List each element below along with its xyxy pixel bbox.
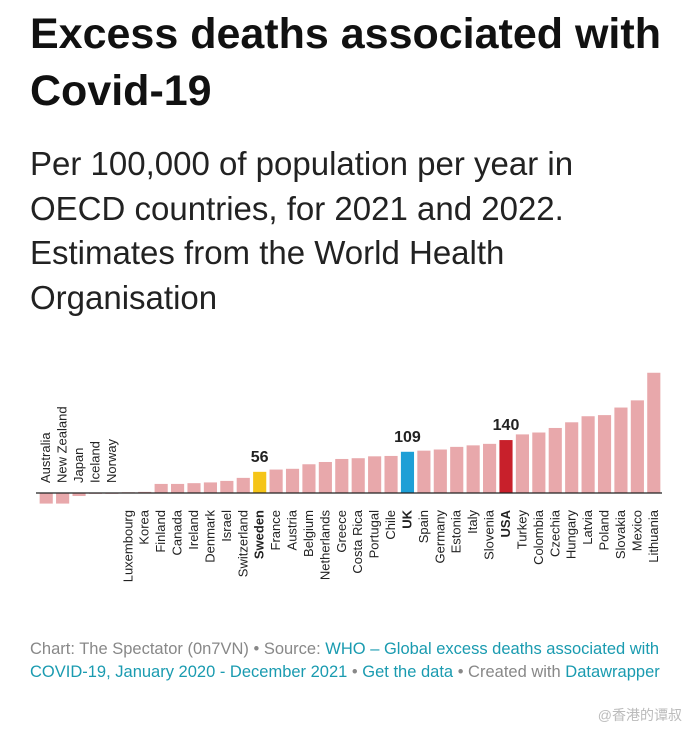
bar — [400, 451, 415, 493]
bar — [647, 372, 661, 493]
bar — [203, 482, 217, 493]
data-label: 56 — [251, 449, 269, 466]
bar — [269, 469, 283, 493]
x-tick-label: Netherlands — [317, 510, 332, 581]
footer-text: • — [347, 663, 363, 681]
x-tick-label: Estonia — [449, 509, 464, 553]
bar — [302, 464, 316, 493]
x-tick-label: Luxembourg — [120, 510, 135, 582]
x-tick-label: Lithuania — [646, 509, 661, 563]
footer: Chart: The Spectator (0n7VN) • Source: W… — [30, 638, 670, 684]
x-tick-label: Portugal — [367, 510, 382, 559]
x-tick-label: New Zealand — [55, 406, 70, 483]
bar — [614, 407, 628, 493]
bar — [630, 400, 644, 493]
x-tick-label: Iceland — [87, 441, 102, 483]
x-tick-label: Denmark — [202, 510, 217, 563]
bar — [450, 446, 464, 493]
footer-link[interactable]: WHO – Global excess deaths associated wi… — [30, 640, 660, 681]
x-tick-label: Slovenia — [482, 509, 497, 560]
x-tick-label: Israel — [219, 510, 234, 542]
bar — [253, 471, 267, 493]
x-tick-label: USA — [498, 509, 513, 537]
x-tick-label: Korea — [137, 509, 152, 544]
x-tick-label: Germany — [432, 510, 447, 564]
footer-link[interactable]: Get the data — [362, 663, 454, 681]
x-tick-label: Hungary — [564, 510, 579, 560]
bar — [483, 443, 497, 493]
bar — [335, 458, 349, 493]
bar — [499, 440, 513, 493]
bar — [368, 456, 382, 493]
bar — [39, 493, 53, 504]
x-tick-label: Austria — [285, 509, 300, 550]
bar — [548, 427, 562, 493]
title: Excess deaths associated with Covid-19 — [30, 10, 661, 115]
x-tick-label: Colombia — [531, 509, 546, 565]
x-tick-label: Spain — [416, 510, 431, 543]
x-tick-label: France — [268, 510, 283, 550]
bar — [597, 415, 612, 493]
bar — [417, 450, 431, 493]
x-tick-label: Canada — [170, 509, 185, 555]
bar — [532, 432, 546, 493]
x-tick-label: Italy — [465, 510, 480, 534]
x-tick-label: Belgium — [301, 510, 316, 557]
x-tick-label: Norway — [104, 438, 119, 483]
x-tick-label: UK — [399, 509, 414, 528]
chart: Australia New Zealand Japan Iceland Norway Lu… — [36, 372, 662, 582]
x-tick-label: Australia — [38, 432, 53, 483]
footer-text: Chart: The Spectator (0n7VN) • Source: — [30, 640, 326, 658]
bar — [56, 493, 70, 504]
x-tick-label: Japan — [71, 448, 86, 483]
x-tick-label: Slovakia — [613, 509, 628, 559]
bar — [318, 461, 332, 493]
bar — [433, 449, 447, 493]
x-tick-label: Greece — [334, 510, 349, 553]
watermark: @香港的谭叔 — [597, 707, 682, 723]
bar — [154, 483, 168, 493]
x-tick-label: Czechia — [547, 509, 562, 557]
bar — [187, 483, 201, 493]
bar — [351, 458, 365, 493]
data-label: 140 — [493, 417, 520, 434]
footer-link[interactable]: Datawrapper — [565, 663, 660, 681]
bar — [565, 422, 579, 493]
x-tick-label: Turkey — [514, 510, 529, 550]
bar — [285, 468, 300, 493]
bar — [581, 416, 595, 493]
bar — [515, 434, 529, 493]
x-tick-label: Finland — [153, 510, 168, 553]
footer-text: • Created with — [453, 663, 566, 681]
subtitle: Per 100,000 of population per year in OE… — [30, 145, 574, 316]
x-tick-label: Sweden — [252, 510, 267, 559]
bar — [236, 477, 250, 493]
x-tick-label: Latvia — [580, 509, 595, 544]
x-tick-label: Mexico — [629, 510, 644, 551]
x-tick-label: Ireland — [186, 510, 201, 550]
bar — [220, 480, 234, 493]
x-tick-label: Poland — [597, 510, 612, 550]
bar — [384, 455, 398, 493]
x-tick-label: Costa Rica — [350, 509, 365, 573]
x-tick-label: Chile — [383, 510, 398, 540]
bar — [72, 493, 86, 497]
data-label: 109 — [394, 429, 421, 446]
x-tick-label: Switzerland — [235, 510, 250, 577]
bar — [171, 483, 185, 493]
bar — [466, 445, 480, 493]
